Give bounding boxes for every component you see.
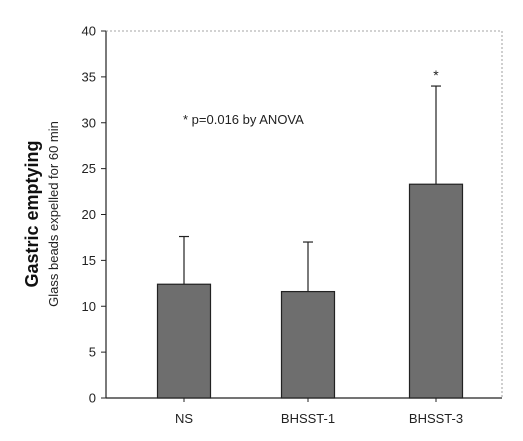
x-tick-label: BHSST-1 [281,411,335,426]
y-tick-label: 20 [82,207,96,222]
bar [408,183,464,399]
y-tick-label: 0 [89,391,96,406]
x-tick-label: BHSST-3 [409,411,463,426]
y-axis-ticks: 0 5 10 15 20 25 30 35 40 [82,24,106,406]
y-axis-title: Gastric emptying [22,140,42,287]
y-tick-label: 15 [82,253,96,268]
y-tick-label: 30 [82,115,96,130]
y-tick-label: 40 [82,24,96,39]
y-tick-label: 35 [82,69,96,84]
y-tick-label: 5 [89,345,96,360]
x-axis-tick-labels: NS BHSST-1 BHSST-3 [175,398,463,426]
error-bars [179,85,441,292]
y-axis-subtitle: Glass beads expelled for 60 min [46,121,61,307]
x-tick-label: NS [175,411,193,426]
y-tick-label: 10 [82,299,96,314]
significance-markers: * [433,67,439,83]
bar [156,283,212,399]
bars [156,183,464,399]
anova-annotation: * p=0.016 by ANOVA [183,112,304,127]
y-tick-label: 25 [82,161,96,176]
significance-star: * [433,67,439,83]
bar [280,290,336,399]
